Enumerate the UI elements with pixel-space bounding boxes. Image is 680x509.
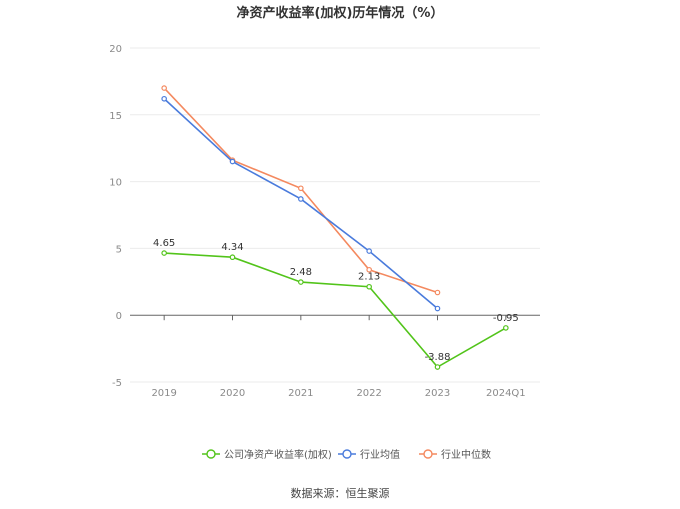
- data-point[interactable]: [434, 364, 441, 370]
- grid-lines: [130, 47, 540, 383]
- data-label: 4.34: [221, 242, 243, 253]
- x-tick-label: 2022: [356, 388, 381, 399]
- y-axis: -5 0 5 10 15 20: [109, 44, 122, 389]
- data-label: -3.88: [425, 352, 451, 363]
- data-point[interactable]: [298, 279, 304, 285]
- data-point[interactable]: [366, 266, 372, 273]
- legend-swatch-marker: [206, 449, 216, 459]
- chart-title: 净资产收益率(加权)历年情况（%）: [237, 5, 444, 21]
- y-tick-label: 0: [116, 311, 122, 322]
- data-point[interactable]: [229, 254, 236, 261]
- data-point[interactable]: [503, 325, 509, 331]
- data-point[interactable]: [161, 95, 167, 102]
- legend-item-1[interactable]: 公司净资产收益率(加权): [202, 448, 332, 461]
- legend-label: 行业中位数: [441, 448, 491, 461]
- x-tick-label: 2021: [288, 388, 313, 399]
- x-tick-label: 2019: [151, 388, 176, 399]
- legend-swatch-marker: [342, 449, 352, 459]
- x-tick-label: 2020: [220, 388, 245, 399]
- data-point[interactable]: [298, 196, 304, 202]
- data-point[interactable]: [229, 158, 236, 165]
- data-label: 4.65: [153, 238, 175, 249]
- y-tick-label: 10: [109, 178, 122, 189]
- data-point[interactable]: [161, 85, 167, 91]
- x-axis: 2019 2020 2021 2022 2023 2024Q1: [151, 315, 526, 399]
- data-point[interactable]: [298, 185, 304, 192]
- y-tick-label: 15: [109, 111, 122, 122]
- x-tick-label: 2023: [425, 388, 450, 399]
- series-line-1: [164, 252, 507, 369]
- data-point[interactable]: [434, 289, 441, 296]
- legend-item-3[interactable]: 行业中位数: [419, 448, 491, 461]
- source-note: 数据来源：恒生聚源: [291, 486, 390, 500]
- data-point[interactable]: [366, 248, 372, 254]
- data-labels: 4.65 4.34 2.48 2.13 -3.88 -0.95: [153, 238, 519, 363]
- legend[interactable]: 公司净资产收益率(加权) 行业均值 行业中位数: [202, 448, 491, 461]
- data-label: -0.95: [493, 313, 519, 324]
- y-tick-label: 20: [109, 44, 122, 55]
- data-point[interactable]: [434, 305, 441, 312]
- legend-label: 公司净资产收益率(加权): [224, 448, 332, 461]
- data-point[interactable]: [366, 283, 372, 290]
- x-tick-label: 2024Q1: [486, 388, 526, 399]
- y-tick-label: 5: [116, 244, 122, 255]
- series-layer: [161, 85, 509, 370]
- data-point[interactable]: [161, 250, 167, 256]
- legend-item-2[interactable]: 行业均值: [338, 448, 400, 461]
- data-label: 2.48: [290, 267, 312, 278]
- legend-swatch-marker: [423, 449, 433, 459]
- data-label: 2.13: [358, 272, 380, 283]
- legend-label: 行业均值: [360, 448, 400, 461]
- y-tick-label: -5: [112, 378, 122, 389]
